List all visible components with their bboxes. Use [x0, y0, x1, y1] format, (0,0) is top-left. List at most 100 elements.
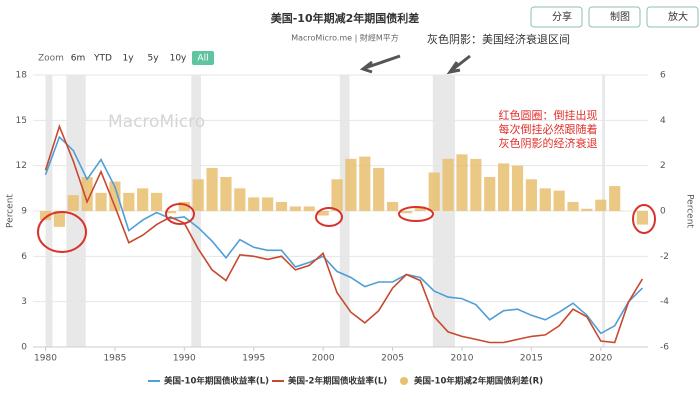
circle [398, 206, 434, 222]
circle [315, 207, 343, 227]
spread-bar [400, 211, 413, 214]
share-button[interactable] [530, 6, 583, 28]
x-tick-label: 1995 [242, 354, 265, 364]
legend-swatch [400, 377, 408, 385]
spread-bar [609, 186, 621, 211]
spread-bar [470, 158, 482, 211]
spread-bar [39, 211, 52, 221]
spread-bar [345, 158, 357, 211]
zoom-button[interactable] [646, 6, 699, 28]
legend-label: 美国-10年期减2年期国债利差(R) [414, 376, 543, 387]
y2-tick-label: 6 [660, 71, 666, 81]
circle [165, 203, 195, 225]
series-line [44, 124, 644, 344]
gray-annotation: 灰色阴影：美国经济衰退区间 [427, 32, 570, 46]
spread-bar [275, 201, 288, 211]
y-tick-label: 9 [21, 207, 27, 217]
y-tick-label: 12 [16, 161, 27, 171]
y2-tick-label: -4 [660, 297, 669, 307]
spread-bar [428, 172, 440, 211]
zoom-label: Zoom [38, 54, 64, 64]
zoom-option-label: 1y [122, 54, 134, 64]
spread-bar [192, 179, 204, 211]
spread-bar [234, 188, 246, 211]
x-tick-label: 1985 [103, 354, 126, 364]
x-tick-label: 2020 [589, 354, 612, 364]
circles [37, 203, 656, 253]
spread-bar [95, 192, 107, 211]
chart-title: 美国-10年期减2年期国债利差 [271, 11, 420, 25]
spread-bar [109, 181, 121, 211]
circle [632, 204, 656, 234]
chart-label: 制图 [610, 10, 630, 23]
spread-bar [289, 206, 301, 211]
spread-bar [206, 167, 218, 211]
x-tick-label: 2010 [451, 354, 474, 364]
share-label: 分享 [552, 10, 572, 23]
chart-button[interactable] [588, 6, 641, 28]
spread-bar [386, 201, 399, 211]
x-tick-label: 2005 [381, 354, 404, 364]
spread-bar [553, 190, 565, 211]
spread-bar [150, 192, 163, 211]
y2-tick-label: 2 [660, 161, 666, 171]
spread-bar [248, 197, 260, 211]
spread-bar [317, 211, 329, 216]
spread-bar [414, 206, 426, 211]
red-annotation: 每次倒挂必然跟随着 [499, 122, 598, 136]
chart-subtitle: MacroMicro.me | 財經M平方 [291, 33, 399, 43]
spread-bar [373, 167, 385, 211]
spread-bar [525, 179, 537, 211]
zoom-option-label: 6m [71, 54, 86, 64]
spread-bar [178, 201, 190, 211]
red-annotation: 红色圆圈：倒挂出现 [499, 108, 598, 122]
zoom-option[interactable] [192, 51, 214, 65]
spread-bar [331, 179, 343, 211]
spread-bar [67, 195, 79, 211]
spread-bar [511, 165, 524, 211]
spread-bar [636, 211, 649, 225]
zoom-option-label: YTD [93, 54, 112, 64]
y2-tick-label: -6 [660, 343, 669, 353]
x-tick-label: 1990 [173, 354, 196, 364]
red-annotation: 灰色阴影的经济衰退 [499, 136, 598, 150]
spread-bar [137, 188, 149, 211]
spread-bar [53, 211, 65, 227]
expand-label: 放大 [668, 10, 688, 23]
watermark: MacroMicro [108, 112, 205, 132]
y-tick-label: 18 [16, 71, 28, 81]
x-tick-label: 1980 [34, 354, 57, 364]
spread-bar [359, 156, 371, 211]
zoom-option-label: All [197, 54, 208, 64]
spread-bar [123, 192, 135, 211]
y2-tick-label: 0 [660, 207, 666, 217]
spread-bar [539, 188, 551, 211]
legend-label: 美国-2年期国债收益率(L) [288, 376, 387, 387]
spread-bar [220, 177, 232, 211]
y-tick-label: 15 [16, 116, 27, 126]
spread-bar [164, 211, 177, 214]
spread-bar [484, 177, 496, 211]
spread-bar [581, 208, 593, 211]
spread-bar [442, 158, 454, 211]
spread-bar [595, 199, 607, 211]
series-line [44, 135, 643, 335]
spread-bar [567, 201, 579, 211]
y2-tick-label: -2 [660, 252, 669, 262]
y-tick-label: 0 [21, 343, 27, 353]
spread-bar [303, 206, 315, 211]
y2-tick-label: 4 [660, 116, 666, 126]
zoom-option-label: 5y [147, 54, 159, 64]
circle [37, 211, 87, 253]
x-tick-label: 2000 [312, 354, 335, 364]
legend-label: 美国-10年期国债收益率(L) [164, 376, 269, 387]
spread-bar [81, 177, 93, 211]
y-tick-label: 6 [21, 252, 27, 262]
y2-axis-title: Percent [685, 194, 695, 228]
arrow [359, 54, 401, 74]
x-tick-label: 2015 [520, 354, 543, 364]
y-tick-label: 3 [21, 297, 27, 307]
spread-bar [262, 197, 274, 211]
arrow [446, 54, 471, 75]
